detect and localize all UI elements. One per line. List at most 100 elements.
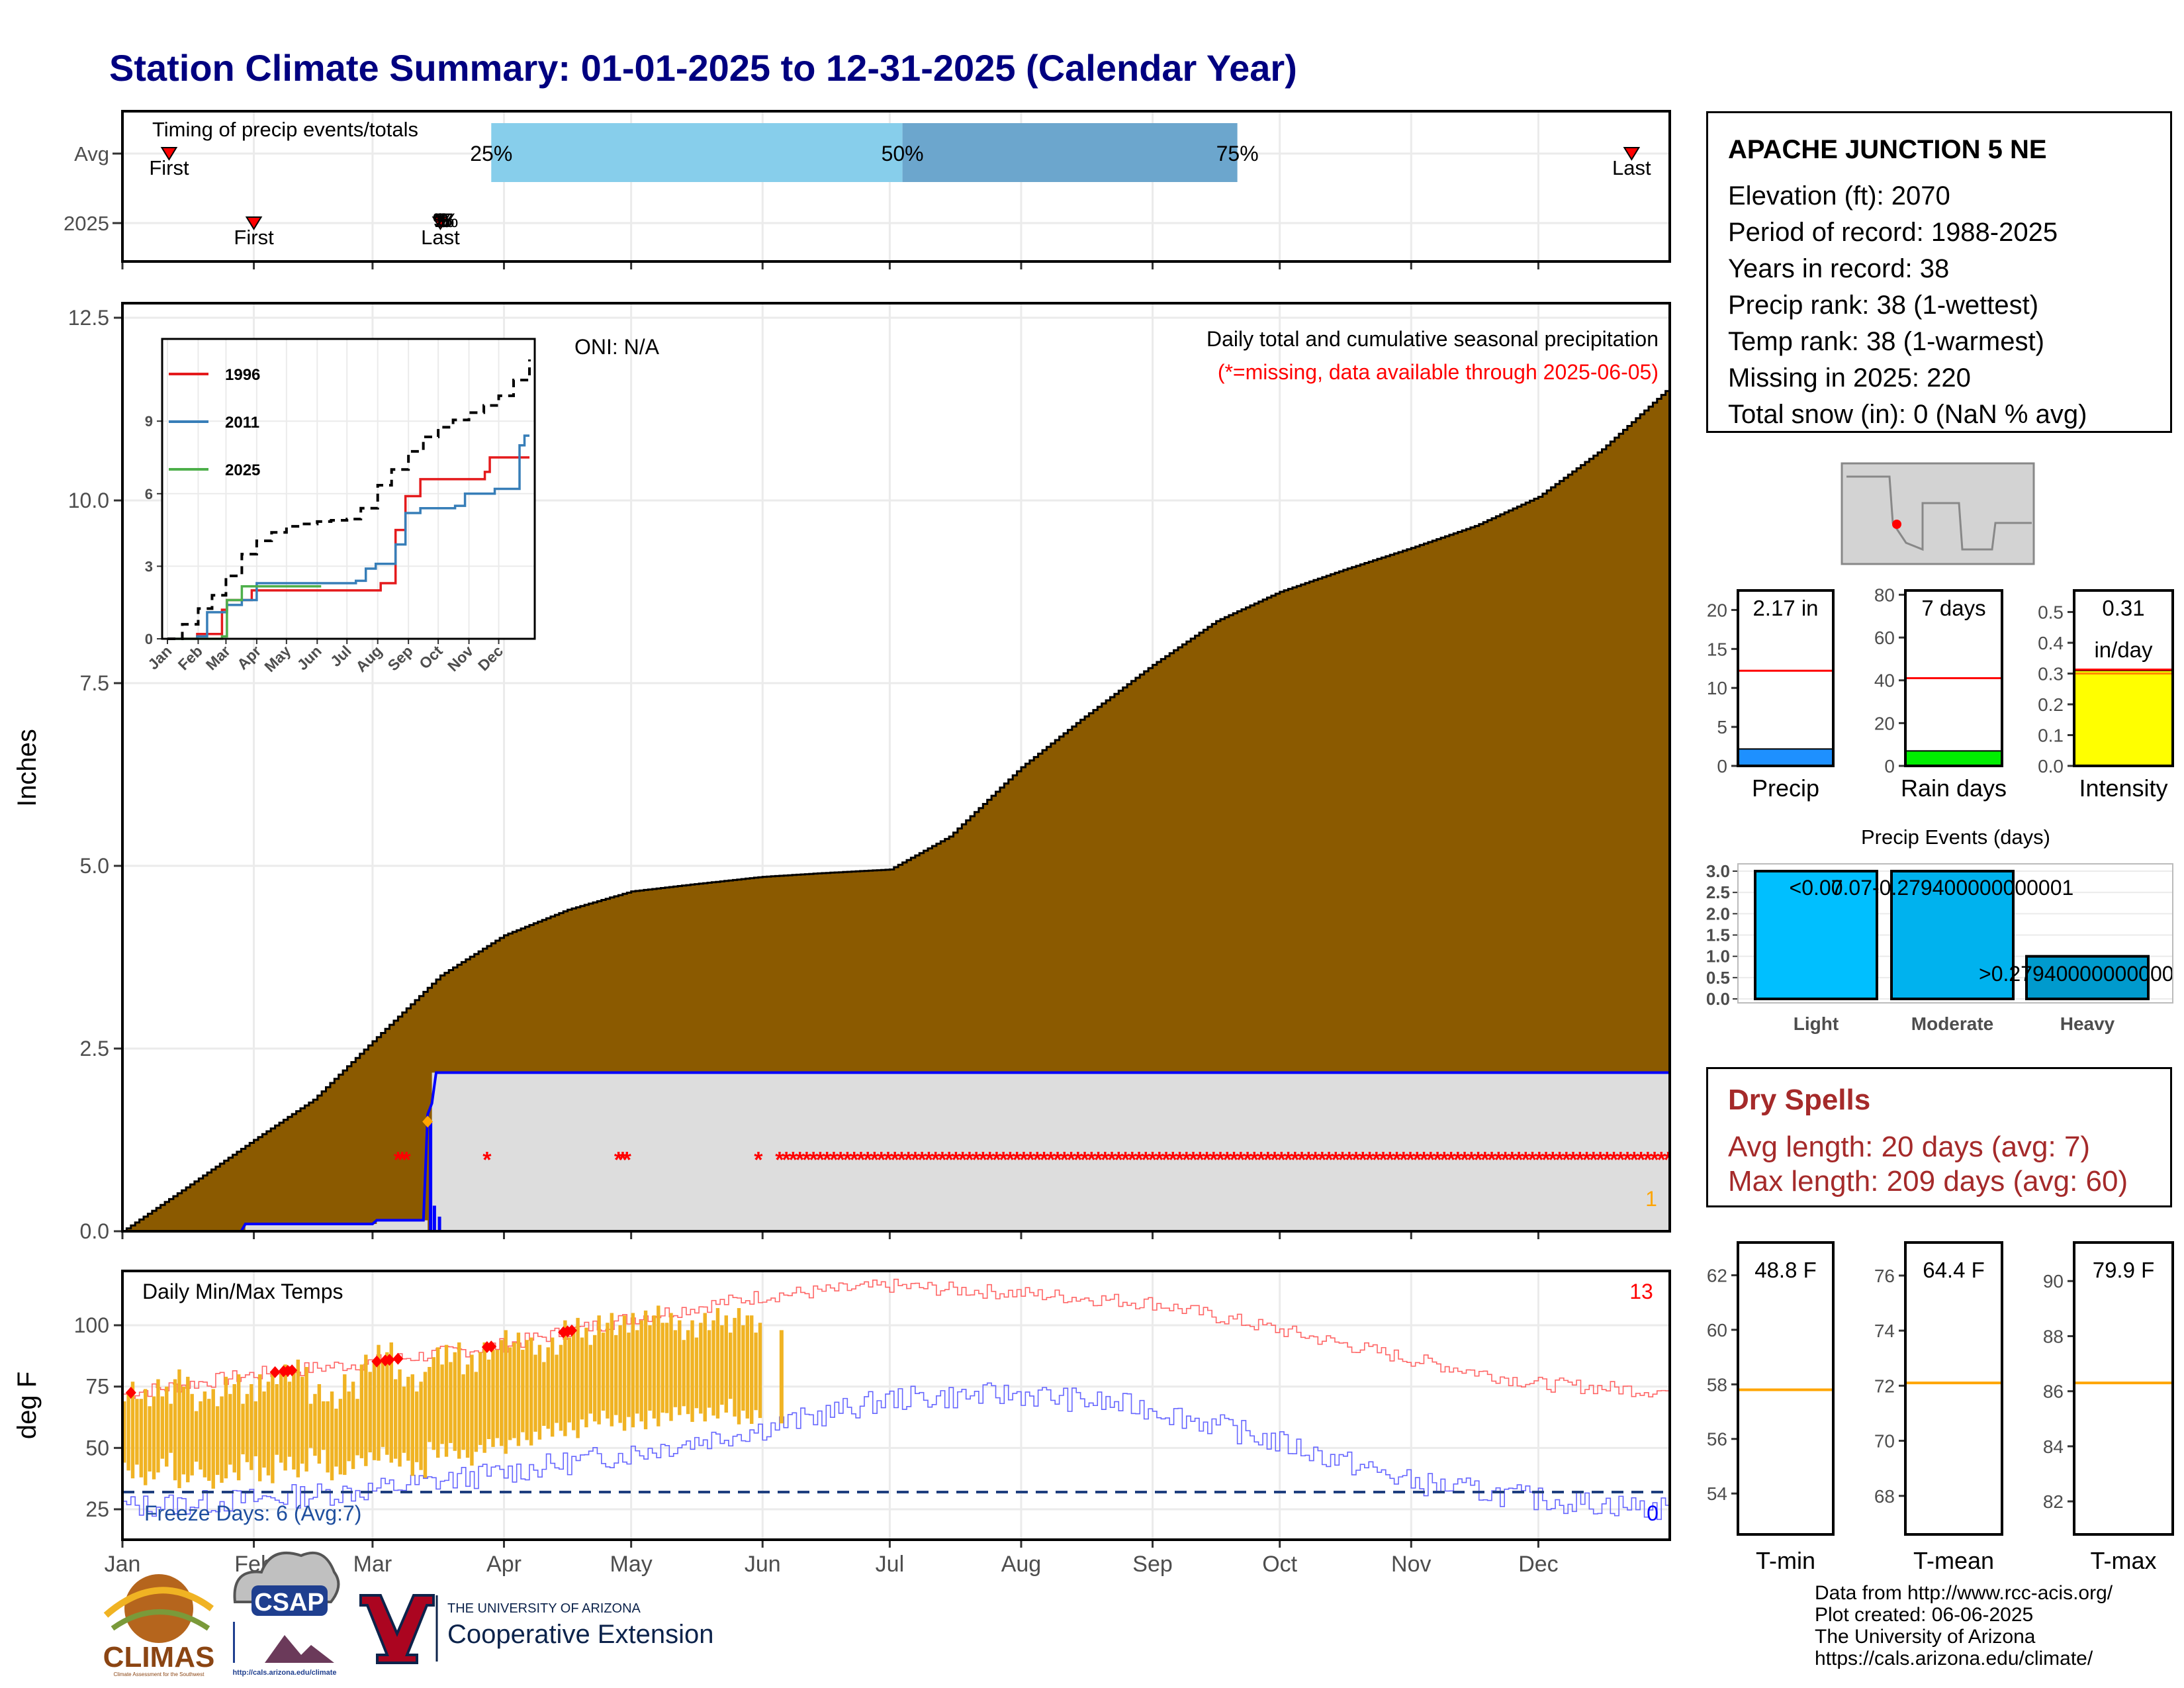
temp-daily-bar [576,1317,580,1438]
missing-marker: * [1148,1148,1158,1173]
mini-y-tick-label: 0.0 [2038,756,2064,776]
missing-marker: * [1460,1148,1469,1173]
mini-y-tick-label: 0 [1884,756,1895,776]
climas-logo-arc [103,1587,214,1618]
missing-marker: * [1243,1148,1252,1173]
temp-daily-bar [546,1347,550,1429]
missing-marker: * [1332,1148,1341,1173]
temp-daily-bar [580,1337,584,1420]
missing-marker: * [482,1148,492,1173]
temp-daily-bar [165,1386,169,1467]
csap-logo-url: http://cals.arizona.edu/climate [232,1669,336,1677]
avg-p25-label: 25% [470,142,512,165]
precip-missing-note: (*=missing, data available through 2025-… [1218,360,1659,384]
temps-x-tick-label: Sep [1132,1552,1173,1577]
missing-marker: * [1589,1148,1598,1173]
temps-x-tick-label: Jul [876,1552,904,1577]
station-name: APACHE JUNCTION 5 NE [1728,135,2047,164]
temp-daily-bar [169,1403,173,1453]
temp-daily-bar [287,1382,292,1457]
missing-marker: * [1263,1148,1273,1173]
missing-marker: * [1304,1148,1314,1173]
missing-marker: * [1603,1148,1612,1173]
temps-y-tick-label: 50 [85,1436,109,1460]
temp-daily-bar [741,1325,745,1411]
temp-daily-bar [571,1327,576,1430]
tbox-category-label: T-mean [1913,1547,1994,1574]
mini-y-tick-label: 15 [1707,639,1727,659]
temp-daily-bar [440,1364,444,1444]
temp-daily-bar [699,1323,703,1414]
temp-daily-bar [211,1389,215,1489]
missing-marker: * [1562,1148,1571,1173]
temp-daily-bar [190,1393,194,1476]
missing-marker: * [1040,1148,1049,1173]
temp-daily-bar [728,1333,733,1399]
temp-daily-bar [478,1352,482,1445]
missing-marker: * [1311,1148,1320,1173]
missing-marker: * [1284,1148,1293,1173]
csap-logo-mountain [265,1635,334,1663]
climas-logo-arc2 [111,1609,210,1631]
tbox-y-tick-label: 74 [1874,1321,1895,1341]
temp-daily-bar [720,1325,724,1405]
tbox-y-tick-label: 56 [1707,1429,1727,1450]
missing-marker: * [1291,1148,1300,1173]
temp-daily-bar [610,1313,614,1427]
missing-marker: * [1494,1148,1504,1173]
missing-marker: * [1155,1148,1164,1173]
credit-plot-created: Plot created: 06-06-2025 [1815,1604,2034,1626]
temps-title: Daily Min/Max Temps [142,1280,343,1303]
missing-marker: * [1134,1148,1144,1173]
missing-marker: * [1535,1148,1544,1173]
temps-clip-group [122,1278,1670,1521]
missing-marker: * [999,1148,1008,1173]
missing-marker: * [1426,1148,1435,1173]
missing-marker: * [1541,1148,1551,1173]
events-x-label: Moderate [1911,1013,1993,1034]
station-missing: Missing in 2025: 220 [1728,363,1971,393]
ua-logo-mark [359,1594,435,1664]
temp-daily-bar [660,1323,664,1413]
temp-daily-bar [622,1315,627,1431]
missing-marker: * [1053,1148,1062,1173]
ua-logo-big-text: Cooperative Extension [447,1620,713,1649]
freeze-days-label: Freeze Days: 6 (Avg:7) [144,1501,361,1525]
temp-daily-bar [304,1367,308,1472]
temp-daily-bar [779,1330,784,1424]
missing-marker: * [863,1148,872,1173]
temp-daily-bar [347,1391,351,1462]
mini-value-label: 2.17 in [1752,596,1818,620]
tbox-y-tick-label: 60 [1707,1320,1727,1340]
page-title: Station Climate Summary: 01-01-2025 to 1… [109,47,1297,89]
timing-row-2025: 2025 [64,212,109,235]
avg-cumulative-area [122,386,1670,1231]
missing-marker: * [1392,1148,1402,1173]
timing-row-avg: Avg [74,142,109,165]
missing-marker: * [1555,1148,1565,1173]
temp-daily-bar [500,1340,504,1446]
inset-legend-label: 2011 [225,414,259,432]
mini-y-tick-label: 0.4 [2038,633,2064,653]
temp-daily-bar [470,1354,474,1466]
temp-daily-bar [177,1369,181,1489]
avg-last-label: Last [1612,156,1651,179]
mini-border [1737,589,1835,767]
temps-x-tick-label: Nov [1391,1552,1431,1577]
temp-daily-bar [148,1406,152,1472]
station-years: Years in record: 38 [1728,254,1950,283]
map-state-borders [1846,475,2032,551]
temp-daily-bar [393,1379,398,1459]
temps-x-tick-label: Jun [745,1552,781,1577]
temp-daily-bar [207,1399,211,1481]
temp-daily-bar [224,1376,228,1479]
precip-y-tick-label: 12.5 [68,306,109,330]
temp-daily-bar [402,1386,406,1453]
missing-marker: * [890,1148,899,1173]
missing-marker: * [1094,1148,1103,1173]
temp-daily-bar [737,1308,741,1425]
temp-daily-bar [398,1369,402,1467]
csap-logo-rain [233,1622,235,1663]
